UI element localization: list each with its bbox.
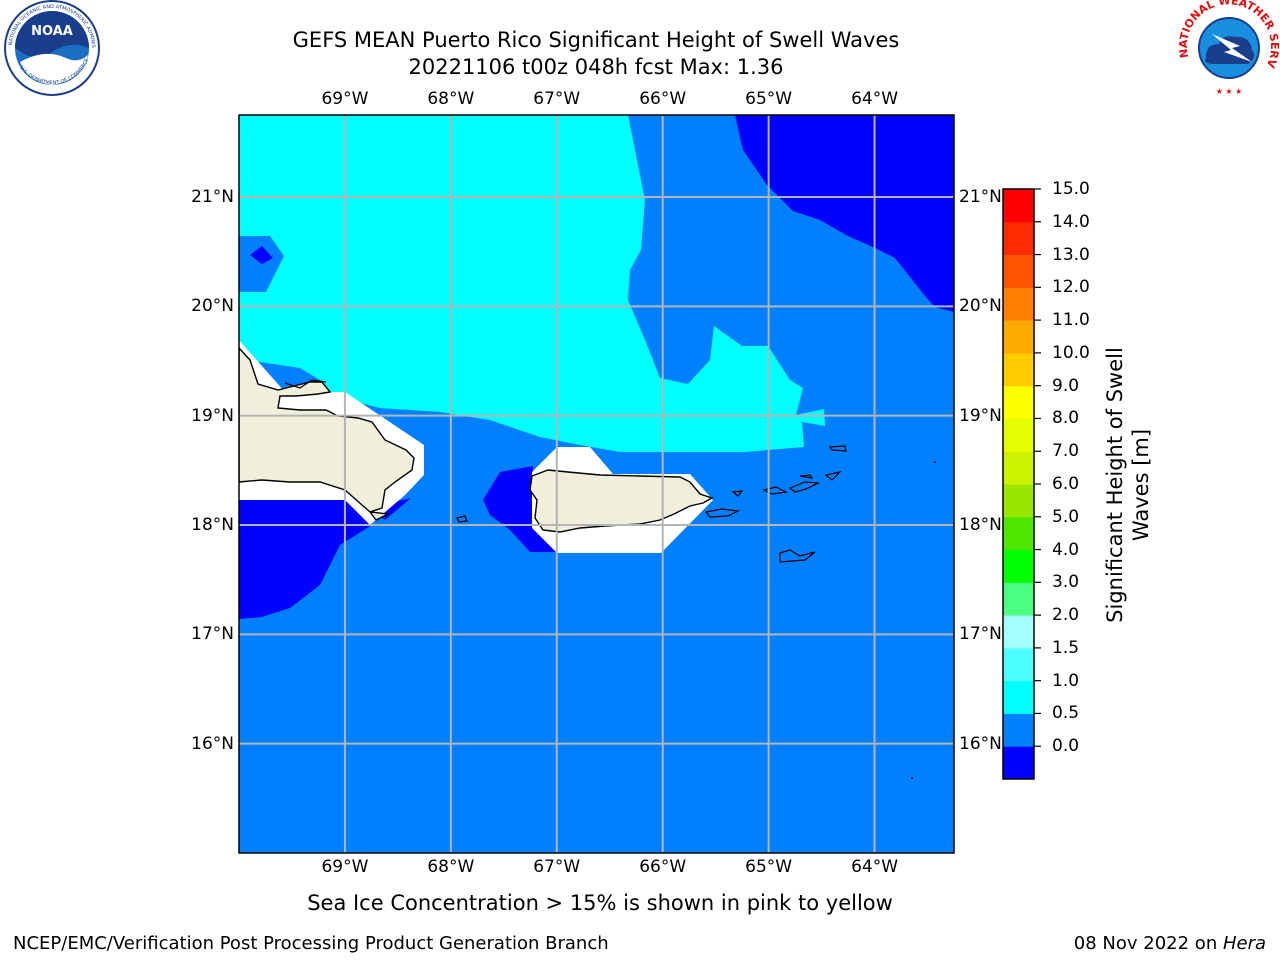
colorbar-tick-label: 1.0 bbox=[1052, 670, 1080, 691]
colorbar-tick-label: 1.5 bbox=[1052, 637, 1080, 658]
lon-tick-label-bottom: 65°W bbox=[745, 857, 793, 877]
colorbar-tick-label: 10.0 bbox=[1052, 342, 1090, 363]
colorbar-segment bbox=[1003, 451, 1034, 485]
lon-tick-label-bottom: 68°W bbox=[427, 857, 475, 877]
swell-band-0.5-1.0 bbox=[239, 236, 284, 292]
colorbar-tick-label: 9.0 bbox=[1052, 375, 1080, 396]
colorbar-segment bbox=[1003, 516, 1034, 551]
colorbar-segment bbox=[1003, 254, 1034, 288]
colorbar-tick-label: 6.0 bbox=[1052, 474, 1080, 494]
mona-island bbox=[456, 515, 468, 523]
colorbar-segment bbox=[1003, 680, 1034, 714]
colorbar-segment bbox=[1003, 287, 1034, 321]
colorbar-segment bbox=[1003, 418, 1034, 452]
lon-tick-label-top: 64°W bbox=[851, 89, 899, 109]
colorbar-segment bbox=[1003, 647, 1034, 682]
anegada-island bbox=[828, 445, 847, 452]
lat-tick-label-left: 17°N bbox=[191, 624, 234, 645]
lat-tick-label-right: 17°N bbox=[959, 624, 1002, 645]
lat-tick-label-right: 21°N bbox=[959, 187, 1002, 207]
virgin-islands bbox=[824, 470, 842, 481]
colorbar-segment bbox=[1003, 615, 1034, 649]
colorbar-segment bbox=[1003, 385, 1034, 419]
st-croix-island bbox=[779, 549, 816, 563]
colorbar-segment bbox=[1003, 746, 1034, 780]
hispaniola-land bbox=[239, 346, 415, 521]
lon-tick-label-top: 67°W bbox=[533, 89, 581, 109]
lon-tick-label-top: 68°W bbox=[427, 89, 475, 109]
sea-ice-caption: Sea Ice Concentration > 15% is shown in … bbox=[307, 891, 893, 915]
vieques-island bbox=[704, 508, 741, 518]
colorbar-tick-label: 14.0 bbox=[1052, 211, 1090, 232]
swell-band-1.0-1.5 bbox=[239, 115, 825, 452]
colorbar-tick-label: 11.0 bbox=[1052, 310, 1090, 331]
lat-tick-label-left: 18°N bbox=[191, 515, 234, 535]
colorbar-segment bbox=[1003, 352, 1034, 387]
colorbar-segment bbox=[1003, 713, 1034, 747]
colorbar-segment bbox=[1003, 549, 1034, 583]
colorbar bbox=[1003, 189, 1034, 780]
colorbar-segment bbox=[1003, 221, 1034, 256]
lat-tick-label-left: 16°N bbox=[191, 733, 234, 754]
svg-text:★ ★ ★: ★ ★ ★ bbox=[1216, 87, 1243, 96]
colorbar-tick-label: 15.0 bbox=[1052, 179, 1090, 199]
lat-tick-label-left: 21°N bbox=[191, 187, 234, 207]
colorbar-segment bbox=[1003, 582, 1034, 616]
footer-date: 08 Nov 2022 on Hera bbox=[1073, 933, 1266, 954]
virgin-islands bbox=[762, 474, 821, 495]
svg-text:NOAA: NOAA bbox=[31, 24, 73, 39]
colorbar-tick-label: 0.0 bbox=[1052, 736, 1080, 757]
chart-subtitle: 20221106 t00z 048h fcst Max: 1.36 bbox=[408, 55, 784, 79]
swell-band-0.0-0.5 bbox=[250, 246, 273, 264]
colorbar-tick-label: 4.0 bbox=[1052, 539, 1080, 560]
colorbar-title: Significant Height of Swell Waves [m] bbox=[1103, 347, 1153, 623]
gridlines bbox=[239, 115, 954, 853]
colorbar-tick-label: 8.0 bbox=[1052, 408, 1080, 429]
lat-tick-label-right: 16°N bbox=[959, 733, 1002, 754]
lat-tick-label-right: 19°N bbox=[959, 405, 1002, 426]
culebra-island bbox=[731, 490, 744, 497]
lat-tick-label-left: 19°N bbox=[191, 405, 234, 426]
map-area bbox=[239, 115, 954, 853]
colorbar-segment bbox=[1003, 484, 1034, 518]
chart-title: GEFS MEAN Puerto Rico Significant Height… bbox=[292, 28, 900, 52]
coastline bbox=[284, 379, 327, 389]
lon-tick-label-bottom: 64°W bbox=[851, 857, 899, 877]
colorbar-tick-label: 0.5 bbox=[1052, 703, 1080, 724]
colorbar-tick-label: 7.0 bbox=[1052, 441, 1080, 462]
lat-tick-label-right: 20°N bbox=[959, 296, 1002, 317]
colorbar-tick-label: 12.0 bbox=[1052, 277, 1090, 298]
noaa-logo: NOAA NATIONAL OCEANIC AND ATMOSPHERIC AD… bbox=[0, 0, 100, 96]
lon-tick-label-bottom: 66°W bbox=[639, 857, 687, 877]
colorbar-segment bbox=[1003, 189, 1034, 223]
swell-band-0.0-0.5 bbox=[483, 466, 560, 552]
colorbar-segment bbox=[1003, 320, 1034, 354]
swell-band-0.0-0.5 bbox=[735, 115, 954, 312]
colorbar-tick-label: 13.0 bbox=[1052, 244, 1090, 265]
colorbar-tick-label: 5.0 bbox=[1052, 506, 1080, 527]
map-frame bbox=[238, 114, 955, 854]
lon-tick-label-bottom: 69°W bbox=[321, 857, 369, 877]
lon-tick-label-bottom: 67°W bbox=[533, 857, 581, 877]
colorbar-tick-label: 2.0 bbox=[1052, 605, 1080, 626]
swell-band-0.0-0.5 bbox=[239, 500, 372, 619]
lon-tick-label-top: 69°W bbox=[321, 89, 369, 109]
lat-tick-label-left: 20°N bbox=[191, 296, 234, 317]
lon-tick-label-top: 66°W bbox=[639, 89, 687, 109]
colorbar-tick-label: 3.0 bbox=[1052, 572, 1080, 593]
footer-producer: NCEP/EMC/Verification Post Processing Pr… bbox=[13, 933, 609, 954]
lat-tick-label-right: 18°N bbox=[959, 515, 1002, 535]
lon-tick-label-top: 65°W bbox=[745, 89, 793, 109]
